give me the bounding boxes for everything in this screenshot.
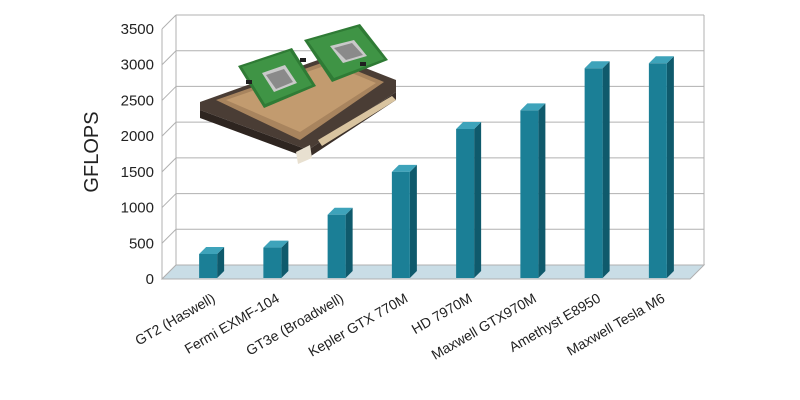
bar bbox=[327, 207, 353, 278]
gridline-depth bbox=[161, 228, 177, 244]
bar bbox=[391, 164, 417, 278]
bar-side bbox=[281, 240, 289, 278]
bar-front bbox=[327, 214, 346, 278]
bar-top bbox=[456, 122, 482, 129]
chart-floor bbox=[160, 264, 706, 280]
bar-front bbox=[391, 171, 410, 278]
bar bbox=[520, 103, 546, 278]
bar-side bbox=[538, 103, 546, 278]
y-tick-label: 500 bbox=[129, 235, 154, 252]
gridline-depth bbox=[161, 86, 177, 101]
grid-layer bbox=[161, 14, 705, 280]
y-tick-label: 1000 bbox=[121, 200, 154, 217]
bar-top bbox=[391, 164, 417, 172]
bar-front bbox=[263, 247, 282, 278]
y-tick-label: 3500 bbox=[121, 21, 154, 38]
bar-side bbox=[666, 56, 674, 279]
gpu-module-boards-photo bbox=[200, 24, 396, 164]
bar bbox=[199, 247, 225, 278]
bar-front bbox=[456, 129, 475, 278]
bar-front bbox=[584, 68, 603, 279]
bar bbox=[648, 56, 674, 279]
floor-plane bbox=[160, 264, 706, 280]
bar-front bbox=[520, 110, 539, 278]
bar-front bbox=[648, 63, 667, 279]
bar-side bbox=[409, 164, 417, 278]
gridline-depth bbox=[161, 193, 177, 208]
bar-top bbox=[327, 207, 353, 215]
y-tick-label: 1500 bbox=[121, 164, 154, 181]
bars-layer bbox=[199, 56, 674, 279]
bar-side bbox=[217, 247, 225, 278]
x-tick-label: Maxwell GTX970M bbox=[428, 290, 538, 363]
gridline-depth bbox=[161, 121, 177, 137]
bar-side bbox=[345, 207, 353, 278]
y-axis-title: GFLOPS bbox=[81, 111, 103, 192]
y-tick-label: 0 bbox=[146, 271, 154, 288]
bar-side bbox=[602, 61, 610, 279]
bar-top bbox=[199, 247, 225, 254]
bar-top bbox=[263, 240, 289, 248]
y-tick-label: 2500 bbox=[121, 92, 154, 109]
bar bbox=[456, 122, 482, 278]
gridline-depth bbox=[161, 14, 177, 30]
bar-top bbox=[584, 61, 610, 69]
bar bbox=[263, 240, 289, 278]
gridline-depth bbox=[161, 50, 177, 66]
y-tick-label: 2000 bbox=[121, 128, 154, 145]
bar-top bbox=[648, 56, 674, 64]
gridline-depth bbox=[161, 157, 177, 173]
y-tick-label: 3000 bbox=[121, 57, 154, 74]
bar-front bbox=[199, 254, 218, 278]
bar-top bbox=[520, 103, 546, 111]
bar-side bbox=[474, 122, 482, 278]
y-axis: 0 500 1000 1500 2000 2500 3000 3500 bbox=[121, 21, 154, 288]
bar bbox=[584, 61, 610, 279]
